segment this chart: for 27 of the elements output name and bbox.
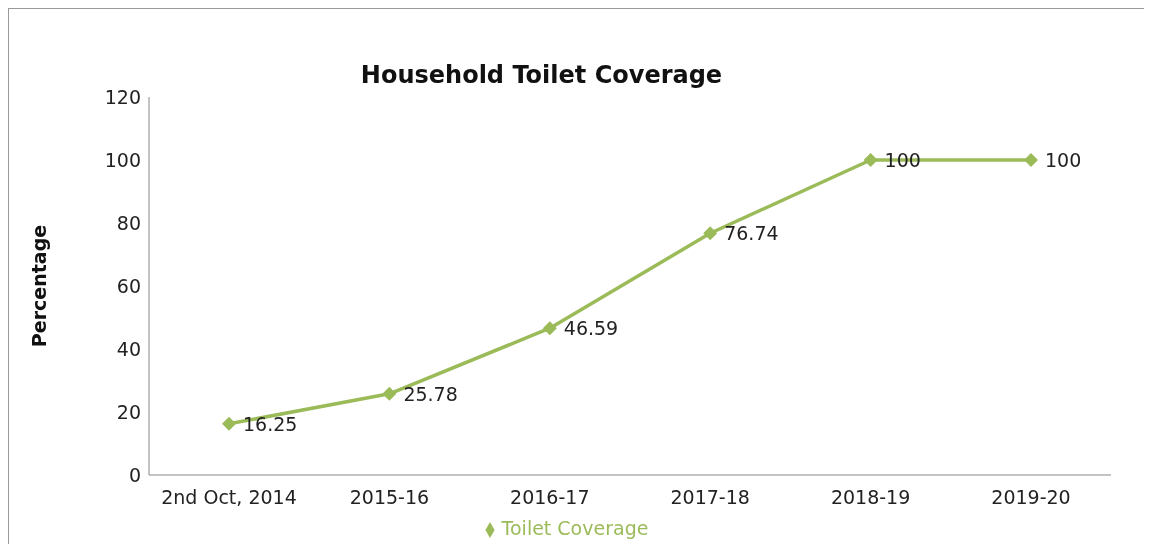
data-label: 100 <box>1045 149 1082 171</box>
x-tick-label: 2nd Oct, 2014 <box>161 486 297 509</box>
data-label: 25.78 <box>403 382 458 405</box>
x-tick-label: 2017-18 <box>670 486 750 509</box>
y-tick-label: 40 <box>116 337 141 360</box>
point <box>1024 153 1038 167</box>
point <box>863 153 878 167</box>
point <box>382 386 397 401</box>
chart-title: Household Toilet Coverage <box>360 61 723 89</box>
y-tick-label: 60 <box>116 274 141 297</box>
x-tick-label: 2015-16 <box>349 486 430 509</box>
y-tick-label: 0 <box>128 463 141 486</box>
y-tick-label: 80 <box>116 211 141 234</box>
legend-label: Toilet Coverage <box>501 517 649 539</box>
data-label: 76.74 <box>724 222 779 245</box>
point <box>703 226 718 241</box>
y-tick-label: 20 <box>116 400 141 423</box>
data-label: 46.59 <box>563 317 619 340</box>
x-tick-label: 2018-19 <box>830 486 911 509</box>
point <box>542 321 557 336</box>
point <box>222 416 236 431</box>
data-label: 16.25 <box>243 412 298 435</box>
y-tick-label: 120 <box>104 85 141 108</box>
y-tick-label: 100 <box>104 148 141 171</box>
x-tick-label: 2019-20 <box>991 486 1071 509</box>
x-tick-label: 2016-17 <box>510 486 590 509</box>
y-axis-title: Percentage <box>27 224 50 348</box>
